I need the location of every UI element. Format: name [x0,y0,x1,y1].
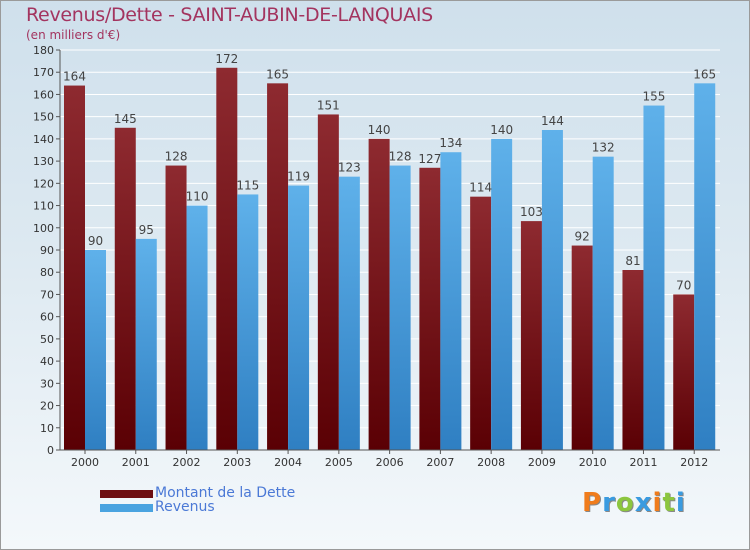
y-tick-label: 150 [33,111,54,124]
bar-revenue [389,165,411,451]
data-label-revenue: 110 [186,190,209,204]
chart-title: Revenus/Dette - SAINT-AUBIN-DE-LANQUAIS [26,4,433,26]
x-tick-label: 2009 [528,456,556,469]
bar-debt [470,196,492,450]
x-tick-label: 2004 [274,456,302,469]
bar-revenue [541,130,563,450]
bar-revenue [85,250,106,450]
data-label-revenue: 123 [338,161,361,175]
y-tick-label: 60 [40,311,54,324]
data-label-debt: 165 [266,67,289,81]
bar-debt [673,294,695,450]
data-label-debt: 103 [520,205,543,219]
bar-debt [419,167,441,450]
bar-debt [267,83,289,450]
bar-revenue [643,105,665,451]
data-label-revenue: 134 [439,136,462,150]
y-tick-label: 80 [40,266,54,279]
bar-debt [520,221,542,450]
data-label-debt: 70 [676,278,691,292]
data-label-debt: 128 [165,150,188,164]
data-label-revenue: 90 [88,234,103,248]
y-tick-label: 120 [33,177,54,190]
bar-debt [622,270,644,450]
legend-swatch-revenue [100,504,153,512]
bar-revenue [491,138,513,450]
chart-subtitle: (en milliers d'€) [26,28,121,42]
data-label-revenue: 119 [287,170,310,184]
data-label-debt: 140 [368,123,391,137]
data-label-revenue: 140 [490,123,513,137]
data-label-debt: 81 [625,254,640,268]
y-tick-label: 30 [40,377,54,390]
x-tick-label: 2010 [579,456,607,469]
data-label-debt: 164 [63,70,86,84]
bar-revenue [186,205,208,450]
y-tick-label: 0 [47,444,54,457]
data-label-revenue: 144 [541,114,564,128]
y-tick-label: 90 [40,244,54,257]
bar-revenue [135,238,157,450]
y-tick-label: 140 [33,133,54,146]
x-tick-label: 2008 [477,456,505,469]
y-tick-label: 110 [33,200,54,213]
x-tick-label: 2005 [325,456,353,469]
y-tick-label: 70 [40,288,54,301]
legend-label-revenue: Revenus [155,499,215,515]
data-label-revenue: 155 [643,90,666,104]
y-tick-label: 160 [33,88,54,101]
y-tick-label: 130 [33,155,54,168]
bar-debt [64,85,85,451]
bar-revenue [338,176,360,450]
x-tick-label: 2012 [680,456,708,469]
data-label-revenue: 132 [592,141,615,155]
bar-revenue [694,83,716,450]
data-label-debt: 114 [469,181,492,195]
bar-debt [114,127,136,451]
data-label-debt: 145 [114,112,137,126]
bar-debt [165,165,187,451]
bar-revenue [592,156,614,450]
y-tick-label: 180 [33,44,54,57]
bar-debt [317,114,339,450]
y-tick-label: 50 [40,333,54,346]
data-label-revenue: 115 [236,178,259,192]
legend-swatch-debt [100,490,153,498]
bar-revenue [288,185,310,451]
x-tick-label: 2003 [223,456,251,469]
x-tick-label: 2001 [122,456,150,469]
proxiti-logo: Proxiti [582,488,686,518]
x-tick-label: 2007 [426,456,454,469]
bar-debt [368,138,390,450]
x-tick-label: 2011 [629,456,657,469]
legend-label-debt: Montant de la Dette [155,485,296,501]
y-tick-label: 100 [33,222,54,235]
x-tick-label: 2002 [173,456,201,469]
data-label-debt: 151 [317,98,340,112]
x-tick-label: 2006 [376,456,404,469]
y-tick-label: 20 [40,400,54,413]
data-label-debt: 127 [418,152,441,166]
data-label-debt: 92 [575,230,590,244]
data-label-revenue: 165 [693,67,716,81]
data-label-revenue: 128 [389,150,412,164]
x-tick-label: 2000 [71,456,99,469]
bar-debt [571,245,593,450]
data-label-revenue: 95 [139,223,154,237]
data-label-debt: 172 [215,52,238,66]
bar-revenue [440,152,462,450]
y-tick-label: 10 [40,422,54,435]
bar-debt [216,67,238,451]
y-tick-label: 170 [33,66,54,79]
bar-revenue [237,194,259,450]
y-tick-label: 40 [40,355,54,368]
